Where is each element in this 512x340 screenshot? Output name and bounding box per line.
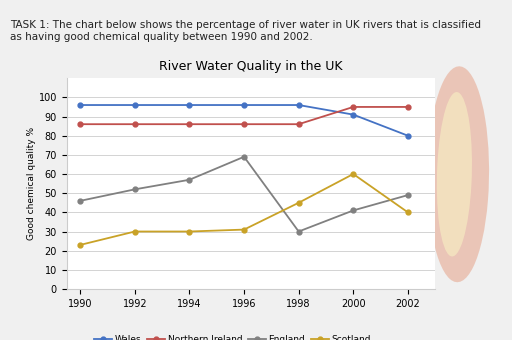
Ellipse shape	[428, 66, 489, 282]
Line: England: England	[78, 154, 410, 234]
Scotland	[186, 230, 193, 234]
Wales	[350, 113, 356, 117]
Scotland	[295, 201, 302, 205]
Northern Ireland	[132, 122, 138, 126]
England	[241, 155, 247, 159]
England	[132, 187, 138, 191]
Title: River Water Quality in the UK: River Water Quality in the UK	[159, 60, 343, 73]
Scotland	[350, 172, 356, 176]
Northern Ireland	[77, 122, 83, 126]
Scotland	[405, 210, 411, 215]
Wales	[132, 103, 138, 107]
Wales	[186, 103, 193, 107]
England	[186, 178, 193, 182]
Northern Ireland	[350, 105, 356, 109]
Northern Ireland	[405, 105, 411, 109]
Northern Ireland	[186, 122, 193, 126]
Ellipse shape	[437, 92, 472, 256]
Wales	[405, 134, 411, 138]
Scotland	[77, 243, 83, 247]
England	[350, 208, 356, 212]
Northern Ireland	[241, 122, 247, 126]
Y-axis label: Good chemical quality %: Good chemical quality %	[27, 127, 36, 240]
Text: TASK 1: The chart below shows the percentage of river water in UK rivers that is: TASK 1: The chart below shows the percen…	[10, 20, 481, 42]
Northern Ireland	[295, 122, 302, 126]
Wales	[241, 103, 247, 107]
Scotland	[241, 227, 247, 232]
England	[405, 193, 411, 197]
Line: Northern Ireland: Northern Ireland	[78, 104, 410, 126]
Wales	[295, 103, 302, 107]
Scotland	[132, 230, 138, 234]
Legend: Wales, Northern Ireland, England, Scotland: Wales, Northern Ireland, England, Scotla…	[91, 332, 374, 340]
England	[77, 199, 83, 203]
Wales	[77, 103, 83, 107]
Line: Scotland: Scotland	[78, 172, 410, 248]
Line: Wales: Wales	[78, 103, 410, 138]
England	[295, 230, 302, 234]
